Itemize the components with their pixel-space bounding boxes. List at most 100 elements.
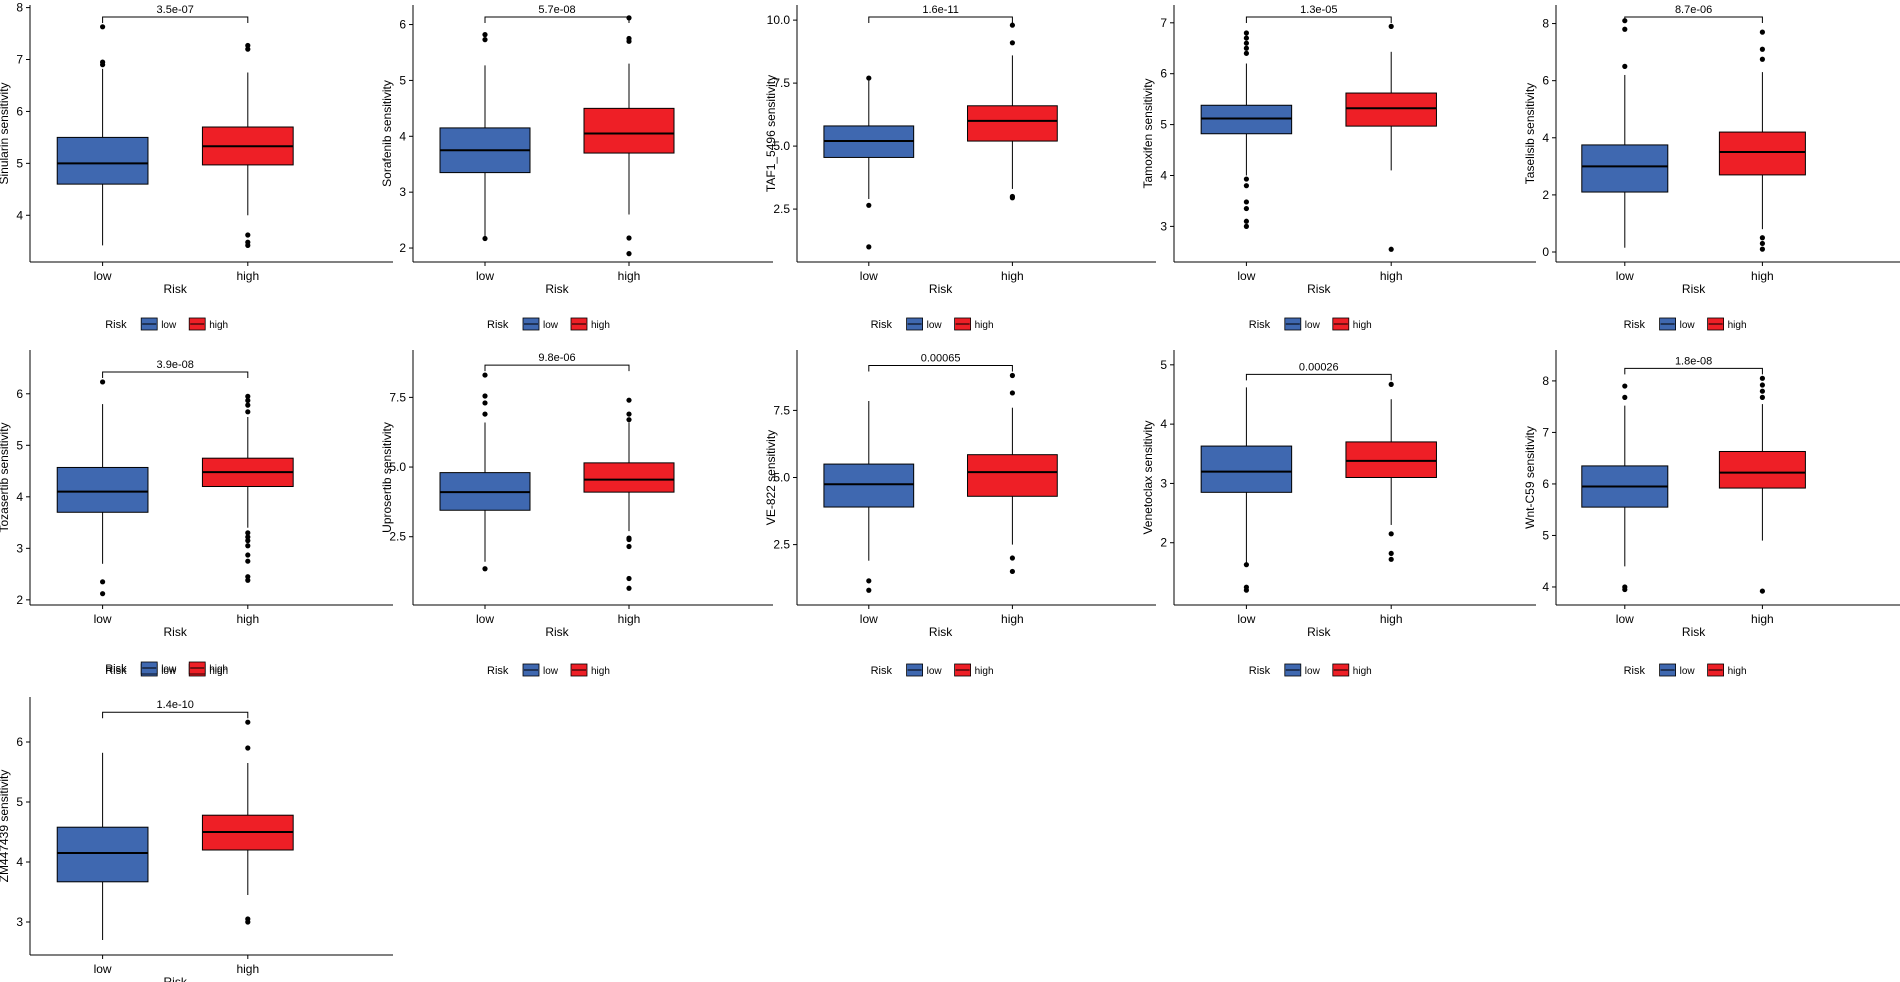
outlier-point bbox=[626, 575, 632, 582]
outlier-point bbox=[1243, 584, 1249, 590]
legend-label: high bbox=[209, 320, 228, 331]
chart-panel-9: 2 3 4 5 Venetoclax sensitivity low high Risk 0.0… bbox=[1141, 350, 1536, 677]
outlier-point bbox=[866, 578, 872, 584]
outlier-point bbox=[626, 35, 632, 42]
outlier-point bbox=[866, 587, 872, 593]
box-rect bbox=[823, 463, 915, 508]
outlier-point bbox=[1243, 40, 1249, 46]
y-tick-label: 3 bbox=[399, 185, 406, 199]
x-tick-label-low: low bbox=[860, 612, 878, 626]
legend-item-low: low bbox=[1284, 317, 1321, 331]
y-axis-label: VE-822 sensitivity bbox=[764, 430, 778, 525]
chart-panel-6: 2 3 4 5 6 Tozasertib sensitivity low high Risk 3.… bbox=[0, 350, 393, 677]
box-low bbox=[439, 32, 531, 242]
legend-item-high: high bbox=[954, 317, 994, 331]
y-axis-label: TAF1_5496 sensitivity bbox=[764, 75, 778, 192]
p-value-label: 8.7e-06 bbox=[1675, 4, 1712, 16]
chart-panel-4: 3 4 5 6 7 Tamoxifen sensitivity low high Risk 1.3… bbox=[1141, 4, 1536, 331]
y-tick-label: 6 bbox=[1160, 67, 1167, 81]
y-axis-label: Venetoclax sensitivity bbox=[1141, 420, 1155, 534]
x-tick-label-low: low bbox=[94, 269, 112, 283]
y-tick-label: 8 bbox=[16, 1, 23, 15]
legend-label: high bbox=[975, 320, 994, 331]
legend-item-low: low bbox=[1659, 317, 1695, 331]
outlier-point bbox=[1243, 50, 1249, 56]
outlier-point bbox=[1243, 35, 1249, 41]
legend: Risk low high bbox=[1249, 663, 1372, 677]
outlier-point bbox=[1009, 22, 1016, 28]
significance-bracket: 9.8e-06 bbox=[484, 352, 630, 372]
legend-item-low: low bbox=[140, 661, 177, 675]
y-tick-label: 4 bbox=[1542, 131, 1549, 145]
outlier-point bbox=[245, 538, 251, 544]
outlier-point bbox=[245, 239, 251, 245]
outlier-point bbox=[1243, 218, 1249, 224]
y-tick-label: 2 bbox=[16, 593, 23, 607]
box-rect bbox=[967, 454, 1058, 497]
chart-panel-10: 4 5 6 7 8 Wnt-C59 sensitivity low high Risk 1.8e-… bbox=[1523, 350, 1900, 677]
chart-panel-5: 0 2 4 6 8 Taselisib sensitivity low high Risk 8.7… bbox=[1523, 4, 1900, 331]
box-high bbox=[967, 372, 1058, 575]
y-axis-label: Wnt-C59 sensitivity bbox=[1523, 426, 1537, 529]
box-high bbox=[1345, 23, 1437, 252]
outlier-point bbox=[1622, 26, 1628, 32]
legend-title: Risk bbox=[871, 665, 893, 677]
box-high bbox=[201, 393, 294, 583]
outlier-point bbox=[1009, 372, 1016, 379]
x-tick-label-low: low bbox=[1616, 269, 1634, 283]
y-tick-label: 5.0 bbox=[773, 471, 790, 485]
legend: Risk low high bbox=[1624, 317, 1747, 331]
chart-panel-8: 2.5 5.0 7.5 VE-822 sensitivity low high Risk 0.… bbox=[764, 350, 1156, 677]
legend-item-low: low bbox=[1284, 663, 1321, 677]
outlier-point bbox=[1388, 246, 1394, 252]
outlier-point bbox=[1759, 246, 1765, 252]
p-value-label: 0.00065 bbox=[921, 353, 961, 365]
outlier-point bbox=[482, 393, 488, 399]
box-low bbox=[439, 372, 531, 572]
y-tick-label: 7.5 bbox=[773, 76, 790, 90]
significance-bracket: 5.7e-08 bbox=[484, 4, 630, 23]
legend-label: high bbox=[1353, 320, 1372, 331]
box-low bbox=[56, 379, 149, 597]
y-tick-label: 5 bbox=[16, 438, 23, 452]
x-tick-label-high: high bbox=[236, 612, 259, 626]
box-rect bbox=[583, 107, 675, 154]
box-high bbox=[201, 42, 294, 248]
p-value-label: 5.7e-08 bbox=[538, 4, 575, 16]
x-tick-label-high: high bbox=[618, 269, 641, 283]
chart-panel-11: 3 4 5 6 ZM447439 sensitivity low high Risk 1.4e-… bbox=[0, 661, 393, 982]
x-axis-label: Risk bbox=[1307, 282, 1331, 296]
outlier-point bbox=[245, 552, 251, 558]
p-value-label: 1.6e-11 bbox=[922, 4, 959, 16]
y-axis-label: Sorafenib sensitivity bbox=[380, 80, 394, 187]
outlier-point bbox=[245, 574, 251, 580]
x-tick-label-low: low bbox=[476, 269, 494, 283]
significance-bracket: 1.8e-08 bbox=[1624, 355, 1763, 375]
legend-label: high bbox=[591, 666, 610, 677]
legend-label: high bbox=[1353, 666, 1372, 677]
legend-label: low bbox=[161, 320, 177, 331]
legend-label: high bbox=[591, 320, 610, 331]
outlier-point bbox=[1388, 381, 1394, 387]
outlier-point bbox=[100, 579, 106, 585]
y-tick-label: 5.0 bbox=[389, 460, 406, 474]
significance-bracket: 8.7e-06 bbox=[1624, 4, 1763, 23]
outlier-point bbox=[1622, 584, 1628, 590]
x-axis-label: Risk bbox=[1307, 625, 1331, 639]
legend: Risk low high bbox=[105, 661, 228, 675]
legend-item-high: high bbox=[1707, 317, 1747, 331]
legend-item-low: low bbox=[906, 317, 942, 331]
box-low bbox=[823, 401, 915, 593]
outlier-point bbox=[482, 372, 488, 378]
bracket-line bbox=[1624, 16, 1763, 23]
legend: Risk low high bbox=[487, 663, 610, 677]
bracket-line bbox=[484, 16, 630, 23]
legend-item-low: low bbox=[140, 317, 177, 331]
y-tick-label: 3 bbox=[1160, 219, 1167, 233]
legend-label: high bbox=[1728, 666, 1747, 677]
bracket-line bbox=[102, 371, 249, 378]
box-rect bbox=[56, 466, 149, 513]
legend-item-high: high bbox=[1707, 663, 1747, 677]
chart-panel-2: 2 3 4 5 6 Sorafenib sensitivity low high Risk 5.7… bbox=[380, 4, 773, 331]
